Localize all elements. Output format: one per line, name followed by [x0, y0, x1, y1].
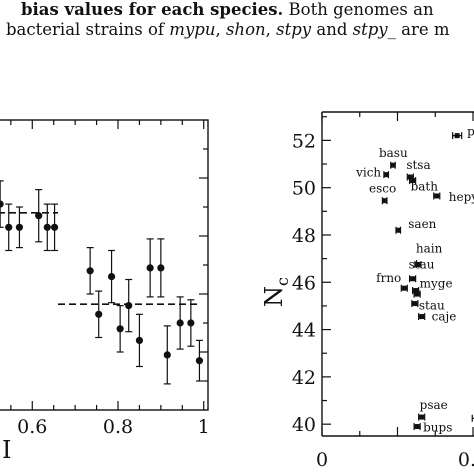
data-point — [135, 336, 144, 344]
data-point — [383, 172, 389, 178]
data-point — [382, 198, 388, 204]
data-point — [454, 133, 460, 139]
y-tick-label: 48 — [292, 225, 316, 247]
data-point — [163, 351, 171, 359]
strain-name: mypu — [169, 20, 216, 39]
strain-label: hepy — [449, 190, 474, 204]
data-point — [35, 212, 43, 220]
y-axis-title-sub: c — [273, 277, 292, 286]
data-point — [413, 288, 419, 294]
data-point — [95, 310, 103, 318]
caption-bold-text: bias values for each species. — [21, 0, 284, 19]
data-point — [410, 178, 416, 184]
data-point — [419, 414, 425, 420]
data-point — [43, 223, 51, 231]
x-tick-label: 0.8 — [103, 416, 133, 438]
data-point — [107, 273, 116, 281]
data-point — [157, 264, 165, 272]
y-axis-title-main: N — [260, 286, 288, 307]
y-tick-label: 50 — [292, 178, 316, 200]
data-point — [50, 223, 59, 231]
caption-text: , — [215, 20, 226, 39]
data-point — [0, 200, 4, 208]
strain-label: esco — [369, 182, 396, 196]
y-tick-label: 52 — [292, 130, 316, 152]
data-point — [195, 357, 204, 365]
strain-label: vich — [355, 166, 381, 180]
strain-name: stpy — [276, 20, 312, 39]
data-point — [187, 319, 195, 327]
strain-label: saen — [408, 217, 436, 231]
strain-label: psae — [420, 398, 448, 412]
data-point — [5, 223, 13, 231]
caption-text: , — [265, 20, 277, 39]
left-chart-panel: 0.6 0.8 1 I — [0, 119, 210, 464]
plot-frame — [0, 119, 209, 411]
strain-name: shon — [225, 20, 266, 39]
strain-label: hain — [416, 242, 443, 256]
data-point — [390, 162, 396, 168]
data-point — [415, 262, 421, 268]
y-tick-label: 42 — [292, 367, 316, 389]
strain-label: stsa — [406, 158, 430, 172]
x-tick-label: 1 — [198, 416, 210, 438]
strain-label: bath — [411, 180, 439, 194]
caption-line-1: bias values for each species. Both genom… — [21, 0, 434, 20]
data-point — [176, 319, 184, 327]
y-axis-title: Nc — [260, 277, 292, 307]
strain-label: myge — [420, 277, 453, 291]
data-point — [414, 291, 420, 297]
caption-text: and — [311, 20, 353, 39]
caption-line-2: bacterial strains of mypu, shon, stpy an… — [6, 20, 450, 40]
x-tick-label: 0.2 — [458, 449, 474, 471]
strain-label: frno — [376, 271, 401, 285]
data-point — [412, 301, 418, 307]
strain-label: basu — [379, 146, 408, 160]
strain-name: stpy_ — [352, 20, 396, 39]
data-point — [125, 302, 133, 310]
y-tick-label: 46 — [292, 272, 316, 294]
x-axis-title: I — [2, 436, 11, 464]
caption-text: Both genomes an — [283, 0, 434, 19]
data-point — [15, 223, 24, 231]
data-point — [395, 227, 401, 233]
data-point — [146, 264, 154, 272]
strain-label: stau — [419, 299, 445, 313]
strain-label: pc — [467, 125, 474, 139]
data-point — [116, 325, 124, 333]
data-point — [419, 314, 425, 320]
y-tick-label: 44 — [292, 320, 316, 342]
strain-label: stau — [409, 258, 435, 272]
caption-text: are m — [395, 20, 450, 39]
strain-label: bups — [423, 421, 452, 435]
caption-text: bacterial strains of — [6, 20, 170, 39]
data-point — [410, 276, 416, 282]
x-tick-label: 0.6 — [17, 416, 47, 438]
data-point — [434, 193, 440, 199]
x-tick-label: 0 — [316, 449, 328, 471]
y-tick-label: 40 — [292, 414, 316, 436]
figure-caption: bias values for each species. Both genom… — [0, 0, 474, 44]
data-point — [407, 174, 413, 180]
data-point — [401, 285, 407, 291]
data-point — [414, 424, 420, 430]
data-point — [86, 267, 94, 275]
strain-label: caje — [432, 310, 457, 324]
